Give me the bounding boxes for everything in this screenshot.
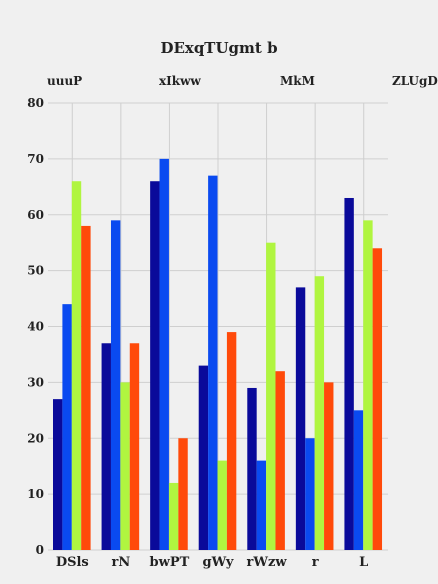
- bar-xIkww-rWzw: [256, 460, 267, 550]
- legend: uuuP xIkww MkM ZLUgD: [47, 74, 438, 88]
- bar-uuuP-L: [344, 197, 354, 551]
- y-tick-label: 0: [36, 543, 44, 557]
- bar-ZLUgD-rWzw: [275, 371, 285, 550]
- x-tick-label: DSls: [56, 555, 89, 570]
- bar-MkM-DSls: [71, 181, 82, 550]
- bar-ZLUgD-bwPT: [178, 438, 188, 550]
- bar-xIkww-L: [353, 410, 364, 550]
- bars: [53, 158, 383, 551]
- bar-MkM-gWy: [217, 460, 227, 550]
- legend-entry: ZLUgD: [392, 74, 438, 88]
- x-tick-label: gWy: [203, 555, 234, 570]
- y-tick-label: 80: [27, 96, 44, 110]
- bar-MkM-rWzw: [266, 242, 276, 550]
- x-axis: DSls rN bwPT gWy rWzw r L: [56, 555, 368, 570]
- x-tick-label: bwPT: [150, 555, 190, 570]
- bar-ZLUgD-gWy: [226, 332, 237, 550]
- bar-xIkww-r: [305, 438, 315, 550]
- bar-ZLUgD-rN: [129, 343, 140, 550]
- bar-uuuP-gWy: [198, 365, 209, 550]
- y-tick-label: 50: [27, 264, 44, 278]
- bar-xIkww-rN: [110, 220, 121, 550]
- chart-title: DExqTUgmt b: [160, 39, 277, 57]
- y-tick-label: 60: [27, 208, 44, 222]
- bar-uuuP-rN: [101, 343, 111, 550]
- bar-ZLUgD-r: [324, 382, 334, 550]
- bar-uuuP-rWzw: [247, 387, 257, 550]
- x-tick-label: rWzw: [247, 555, 288, 570]
- bar-xIkww-gWy: [208, 175, 218, 550]
- bar-MkM-L: [363, 220, 373, 550]
- legend-entry: MkM: [280, 74, 315, 88]
- legend-entry: xIkww: [159, 74, 201, 88]
- bar-uuuP-DSls: [53, 399, 63, 550]
- bar-uuuP-r: [295, 287, 306, 550]
- x-tick-label: r: [312, 555, 319, 570]
- y-tick-label: 70: [27, 152, 44, 166]
- y-tick-label: 10: [27, 487, 44, 501]
- y-axis: 0 10 20 30 40 50 60 70 80: [27, 96, 44, 557]
- legend-entry: uuuP: [47, 74, 82, 88]
- bar-ZLUgD-L: [372, 248, 383, 550]
- bar-xIkww-DSls: [62, 304, 72, 550]
- y-tick-label: 40: [27, 320, 44, 334]
- y-tick-label: 30: [27, 375, 44, 389]
- bar-MkM-bwPT: [168, 482, 179, 550]
- bar-uuuP-bwPT: [150, 181, 160, 550]
- bar-ZLUgD-DSls: [81, 225, 91, 551]
- x-tick-label: rN: [111, 555, 130, 570]
- x-tick-label: L: [359, 555, 368, 570]
- bar-xIkww-bwPT: [159, 158, 169, 550]
- bar-MkM-rN: [120, 382, 130, 550]
- bar-MkM-r: [314, 276, 325, 550]
- y-tick-label: 20: [27, 431, 44, 445]
